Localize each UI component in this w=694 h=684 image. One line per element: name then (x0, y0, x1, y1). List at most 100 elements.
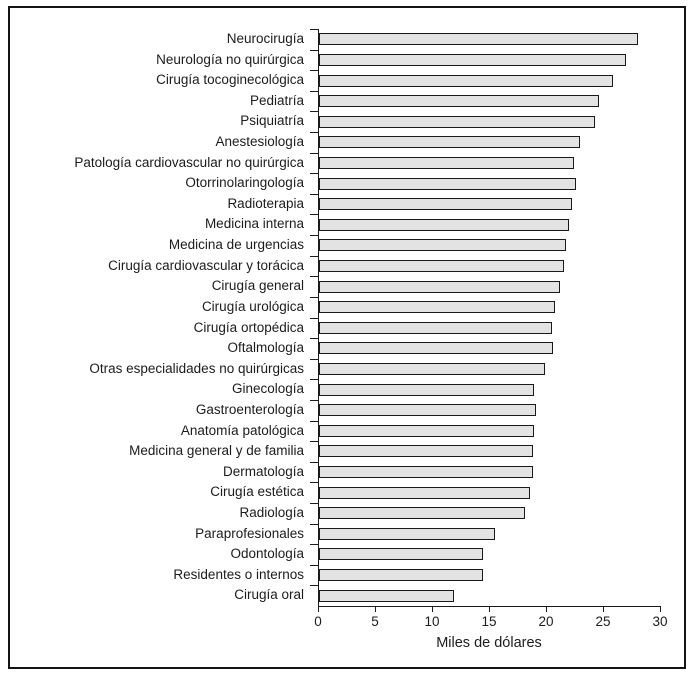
category-label: Gastroenterología (195, 401, 304, 417)
category-label: Dermatología (222, 463, 304, 479)
category-label: Anatomía patológica (180, 422, 304, 438)
category-label: Neurocirugía (226, 31, 304, 46)
bar (319, 589, 454, 602)
bar (319, 424, 535, 437)
bar (319, 95, 600, 108)
x-tick-label: 10 (424, 614, 440, 629)
category-label: Otras especialidades no quirúrgicas (89, 360, 304, 376)
y-tick-mark (310, 132, 318, 134)
y-tick-mark (310, 585, 318, 587)
category-label: Radioterapia (227, 195, 304, 211)
bar (319, 486, 530, 499)
y-tick-mark (310, 461, 318, 463)
y-tick-mark (310, 111, 318, 113)
category-label: Odontología (230, 546, 304, 562)
bar (319, 136, 581, 149)
bar (319, 177, 576, 190)
y-tick-mark (310, 173, 318, 175)
category-label: Medicina de urgencias (168, 237, 304, 253)
bar (319, 53, 626, 66)
category-label: Cirugía estética (210, 484, 304, 500)
category-label: Pediatría (249, 92, 304, 108)
bar (319, 342, 553, 355)
x-tick-label: 15 (481, 614, 497, 629)
x-tick-mark (603, 606, 604, 612)
x-tick-label: 5 (371, 614, 379, 629)
category-label: Residentes o internos (173, 566, 304, 582)
y-tick-mark (310, 420, 318, 422)
bar (319, 239, 567, 252)
x-tick-mark (489, 606, 490, 612)
y-tick-mark (310, 523, 318, 525)
x-tick-label: 30 (652, 614, 668, 629)
category-label: Cirugía general (211, 278, 304, 294)
x-tick-mark (375, 606, 376, 612)
category-label: Cirugía urológica (201, 298, 304, 314)
y-tick-mark (310, 29, 318, 30)
y-tick-mark (310, 255, 318, 257)
bar (319, 466, 534, 479)
y-tick-mark (310, 317, 318, 319)
category-label: Oftalmología (227, 340, 304, 356)
category-label: Otorrinolaringología (185, 175, 304, 191)
bar (319, 218, 569, 231)
bar (319, 548, 484, 561)
category-label: Patología cardiovascular no quirúrgica (74, 154, 304, 170)
category-label: Cirugía cardiovascular y torácica (108, 257, 304, 273)
bar (319, 321, 552, 334)
bar (319, 280, 560, 293)
bar (319, 445, 534, 458)
category-label: Neurología no quirúrgica (156, 51, 304, 67)
bar (319, 527, 495, 540)
y-tick-mark (310, 152, 318, 154)
y-tick-mark (310, 90, 318, 92)
category-label: Cirugía oral (234, 587, 304, 603)
y-tick-mark (310, 70, 318, 72)
category-label: Radiología (239, 504, 304, 520)
y-tick-mark (310, 358, 318, 360)
bar (319, 156, 575, 169)
category-label: Ginecología (231, 381, 304, 397)
category-label: Paraprofesionales (195, 525, 304, 541)
y-tick-mark (310, 399, 318, 401)
bar (319, 33, 639, 46)
category-label: Cirugía tocoginecológica (156, 72, 304, 88)
bar (319, 301, 555, 314)
bar (319, 363, 545, 376)
y-tick-mark (310, 544, 318, 546)
category-label: Medicina general y de familia (129, 443, 304, 459)
bar (319, 507, 526, 520)
x-tick-label: 20 (538, 614, 554, 629)
bar (319, 259, 565, 272)
y-tick-mark (310, 482, 318, 484)
bar (319, 404, 536, 417)
bar (319, 115, 595, 128)
y-axis-line (318, 29, 319, 606)
y-tick-mark (310, 276, 318, 278)
category-label: Anestesiología (215, 134, 304, 150)
y-tick-mark (310, 441, 318, 443)
category-label: Cirugía ortopédica (193, 319, 304, 335)
x-tick-mark (432, 606, 433, 612)
y-tick-mark (310, 214, 318, 216)
bar (319, 74, 614, 87)
bar (319, 383, 535, 396)
y-tick-mark (310, 338, 318, 340)
x-tick-label: 0 (314, 614, 322, 629)
category-label: Psiquiatría (240, 113, 304, 129)
category-label: Medicina interna (204, 216, 304, 232)
y-tick-mark (310, 564, 318, 566)
y-tick-mark (310, 193, 318, 195)
x-tick-mark (660, 606, 661, 612)
bar (319, 198, 573, 211)
x-tick-mark (318, 606, 319, 612)
y-tick-mark (310, 235, 318, 237)
x-tick-label: 25 (595, 614, 611, 629)
y-tick-mark (310, 379, 318, 381)
bar (319, 569, 484, 582)
x-axis-title: Miles de dólares (436, 635, 542, 651)
x-tick-mark (546, 606, 547, 612)
y-tick-mark (310, 502, 318, 504)
y-tick-mark (310, 296, 318, 298)
